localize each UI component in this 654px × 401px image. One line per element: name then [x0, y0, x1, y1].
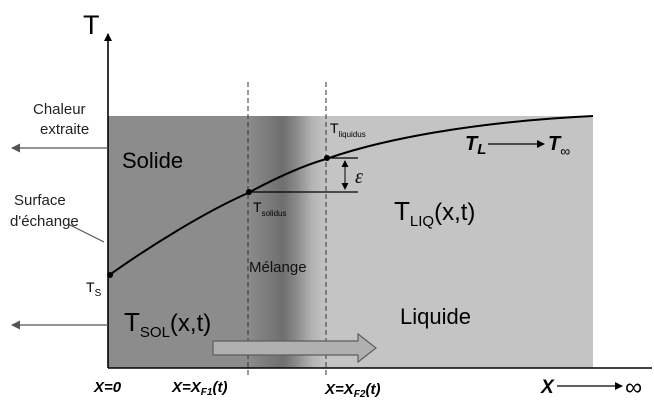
- tliquidus-label: Tliquidus: [330, 120, 366, 139]
- solid-region: [108, 116, 248, 368]
- surface-label-line2: d'échange: [10, 213, 79, 230]
- t-axis-label: T: [83, 10, 100, 40]
- ts-point: [107, 272, 113, 278]
- x-axis-label: X: [540, 377, 555, 398]
- liquid-region: [326, 116, 593, 368]
- surface-label-line1: Surface: [14, 192, 66, 209]
- front-propagation-arrow: [212, 332, 377, 364]
- tliq-label: TLIQ(x,t): [394, 196, 475, 230]
- surface-pointer-line: [67, 223, 105, 243]
- ts-label: TS: [86, 279, 102, 299]
- mushy-region: [248, 116, 326, 368]
- tl-label: TL: [465, 133, 486, 158]
- liquide-label: Liquide: [400, 304, 471, 329]
- xf2-label: X=XF2(t): [324, 381, 380, 400]
- xf1-label: X=XF1(t): [171, 379, 227, 398]
- x-infinity-symbol: ∞: [625, 374, 642, 401]
- temperature-profile-curve: [107, 115, 594, 277]
- tinf-label: T∞: [548, 133, 570, 159]
- solide-label: Solide: [122, 148, 183, 173]
- tsolidus-label: Tsolidus: [253, 199, 286, 218]
- chaleur-label-line2: extraite: [40, 121, 89, 138]
- melange-label: Mélange: [249, 259, 307, 276]
- tsol-label: TSOL(x,t): [124, 307, 211, 341]
- epsilon-label: ε: [355, 166, 363, 188]
- x0-label: X=0: [93, 379, 122, 396]
- chaleur-label-line1: Chaleur: [33, 101, 86, 118]
